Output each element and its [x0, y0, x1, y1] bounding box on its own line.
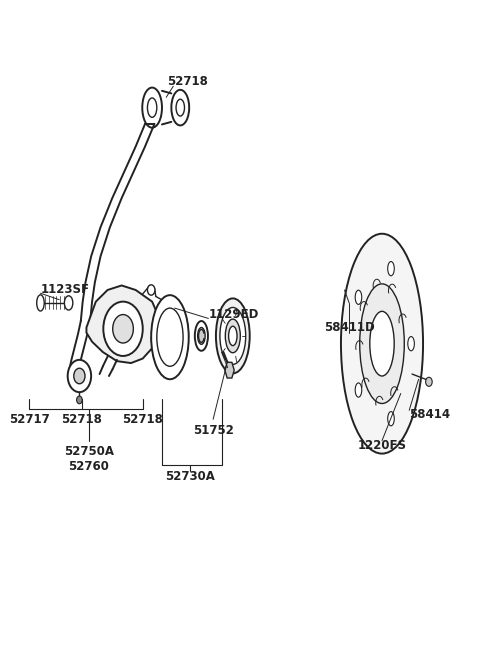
Ellipse shape [142, 88, 162, 128]
Ellipse shape [198, 328, 205, 345]
Ellipse shape [225, 319, 240, 353]
Ellipse shape [36, 295, 44, 311]
Ellipse shape [147, 98, 157, 117]
Circle shape [74, 368, 85, 384]
Ellipse shape [216, 299, 250, 373]
Ellipse shape [176, 99, 184, 116]
Ellipse shape [388, 411, 394, 426]
Ellipse shape [64, 296, 73, 310]
Text: 52760: 52760 [68, 460, 109, 473]
Circle shape [113, 314, 133, 343]
Text: 52718: 52718 [167, 75, 208, 88]
Text: 58414: 58414 [409, 408, 450, 421]
Ellipse shape [355, 383, 362, 397]
Ellipse shape [151, 295, 189, 379]
Ellipse shape [220, 307, 246, 364]
Polygon shape [86, 286, 159, 363]
Circle shape [77, 396, 82, 403]
Text: 51752: 51752 [192, 424, 234, 438]
Ellipse shape [408, 337, 414, 351]
Text: 52718: 52718 [61, 413, 102, 426]
Circle shape [68, 360, 91, 392]
Ellipse shape [360, 284, 404, 403]
Text: 52718: 52718 [122, 413, 163, 426]
Ellipse shape [341, 234, 423, 454]
Text: 1220FS: 1220FS [358, 439, 407, 452]
Ellipse shape [170, 301, 176, 312]
Text: 52717: 52717 [9, 413, 49, 426]
Text: 1123SF: 1123SF [40, 284, 89, 297]
Circle shape [103, 302, 143, 356]
Ellipse shape [195, 321, 208, 351]
Ellipse shape [355, 290, 362, 305]
Ellipse shape [157, 308, 183, 366]
Text: 52750A: 52750A [64, 445, 114, 458]
Circle shape [426, 377, 432, 386]
Ellipse shape [228, 326, 237, 346]
Ellipse shape [388, 261, 394, 276]
Circle shape [147, 285, 155, 295]
Polygon shape [225, 362, 234, 378]
Text: 52730A: 52730A [165, 470, 215, 483]
Text: 1129ED: 1129ED [208, 308, 259, 321]
Ellipse shape [370, 311, 394, 376]
Text: 58411D: 58411D [324, 321, 374, 334]
Ellipse shape [171, 90, 189, 125]
